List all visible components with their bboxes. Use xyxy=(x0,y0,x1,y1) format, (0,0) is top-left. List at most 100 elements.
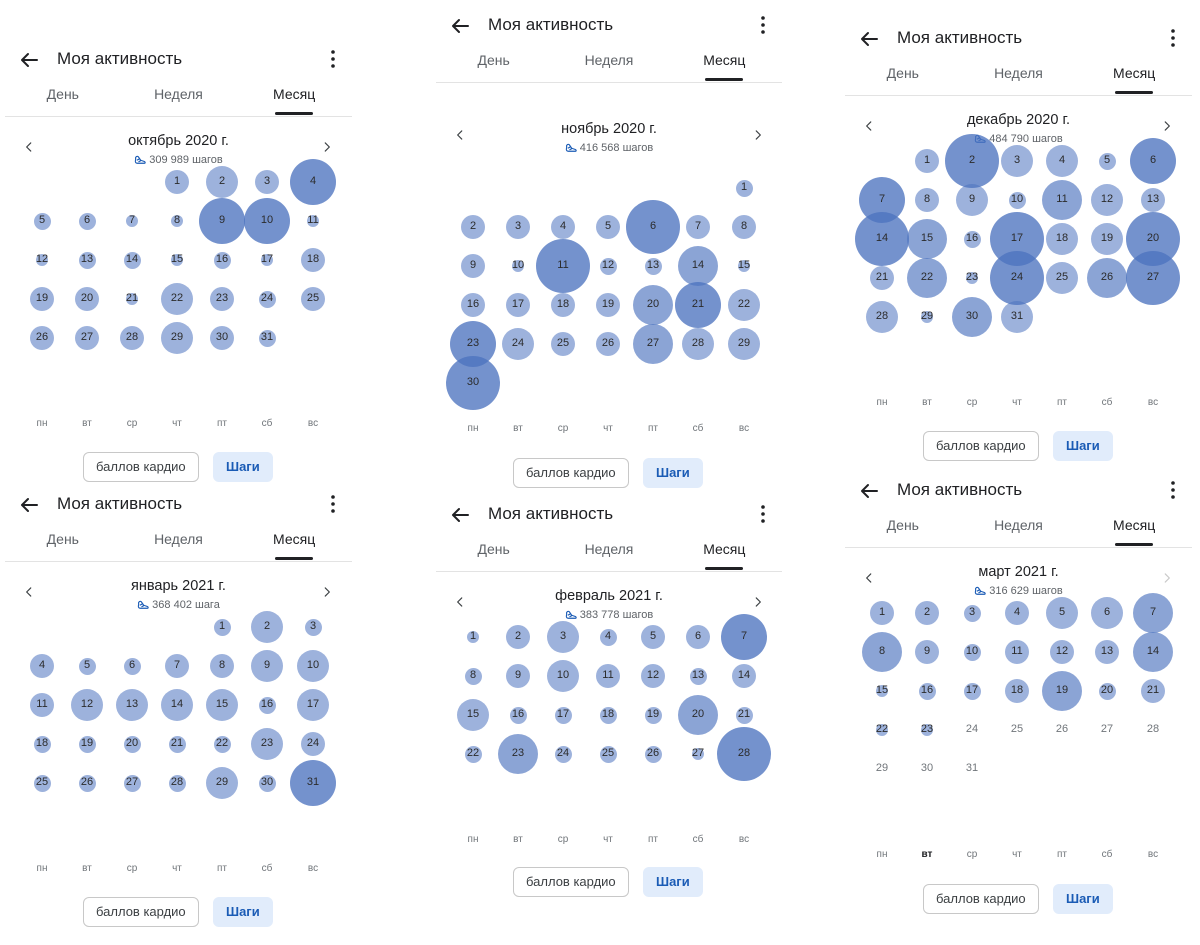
more-options-icon[interactable] xyxy=(330,494,336,514)
day-steps-bubble xyxy=(464,667,482,685)
back-arrow-icon[interactable] xyxy=(857,27,881,51)
day-steps-bubble xyxy=(506,664,530,688)
tab-month[interactable]: Месяц xyxy=(703,541,746,557)
more-options-icon[interactable] xyxy=(760,504,766,524)
tab-month[interactable]: Месяц xyxy=(1113,517,1156,533)
steps-button[interactable]: Шаги xyxy=(1053,884,1113,914)
back-arrow-icon[interactable] xyxy=(17,493,41,517)
day-steps-bubble xyxy=(633,285,673,325)
active-tab-indicator xyxy=(1115,91,1154,94)
back-arrow-icon[interactable] xyxy=(17,48,41,72)
next-month-icon[interactable] xyxy=(320,140,334,154)
day-steps-bubble xyxy=(1126,251,1180,305)
steps-button[interactable]: Шаги xyxy=(1053,431,1113,461)
day-steps-bubble xyxy=(689,667,707,685)
day-steps-bubble xyxy=(678,695,718,735)
tab-week[interactable]: Неделя xyxy=(584,541,634,557)
tab-week[interactable]: Неделя xyxy=(994,65,1043,81)
day-steps-bubble xyxy=(78,657,96,675)
more-options-icon[interactable] xyxy=(1170,28,1176,48)
day-steps-bubble xyxy=(862,632,902,672)
day-steps-bubble xyxy=(30,287,54,311)
tab-week[interactable]: Неделя xyxy=(154,531,203,547)
tab-day[interactable]: День xyxy=(46,86,79,102)
weekday-label: сб xyxy=(1101,849,1113,860)
next-month-icon[interactable] xyxy=(320,585,334,599)
day-steps-bubble xyxy=(1005,601,1029,625)
back-arrow-icon[interactable] xyxy=(448,14,472,38)
more-options-icon[interactable] xyxy=(760,15,766,35)
steps-button[interactable]: Шаги xyxy=(213,452,273,482)
day-steps-bubble xyxy=(512,260,524,272)
day-steps-bubble xyxy=(251,650,283,682)
tab-day[interactable]: День xyxy=(477,52,510,68)
tab-day[interactable]: День xyxy=(46,531,79,547)
day-steps-bubble xyxy=(251,611,283,643)
tab-month[interactable]: Месяц xyxy=(273,86,316,102)
day-steps-bubble xyxy=(644,257,662,275)
activity-panel-february: Моя активность День Неделя Месяц февраль 202… xyxy=(436,495,782,897)
tab-month[interactable]: Месяц xyxy=(273,531,316,547)
more-options-icon[interactable] xyxy=(330,49,336,69)
steps-button[interactable]: Шаги xyxy=(213,897,273,927)
day-steps-bubble xyxy=(870,266,894,290)
cardio-points-button[interactable]: баллов кардио xyxy=(83,897,199,927)
weekday-label: сб xyxy=(692,423,704,434)
cardio-points-button[interactable]: баллов кардио xyxy=(83,452,199,482)
previous-month-icon[interactable] xyxy=(453,595,467,609)
period-tabs: День Неделя Месяц xyxy=(5,531,352,562)
month-steps-total: 309 989 шагов xyxy=(5,154,352,166)
day-steps-bubble xyxy=(213,735,231,753)
previous-month-icon[interactable] xyxy=(22,140,36,154)
previous-month-icon[interactable] xyxy=(453,128,467,142)
previous-month-icon[interactable] xyxy=(862,119,876,133)
day-steps-bubble xyxy=(1042,671,1082,711)
day-steps-bubble xyxy=(728,289,760,321)
active-tab-indicator xyxy=(275,557,314,560)
day-steps-bubble xyxy=(199,198,245,244)
period-tabs: День Неделя Месяц xyxy=(5,86,352,117)
steps-button[interactable]: Шаги xyxy=(643,867,703,897)
steps-total-label: 316 629 шагов xyxy=(989,585,1063,597)
day-steps-bubble xyxy=(855,212,909,266)
tab-month[interactable]: Месяц xyxy=(1113,65,1156,81)
previous-month-icon[interactable] xyxy=(22,585,36,599)
cardio-points-button[interactable]: баллов кардио xyxy=(513,867,629,897)
day-steps-bubble xyxy=(1141,188,1165,212)
month-title: январь 2021 г. xyxy=(131,578,226,594)
weekday-label: ср xyxy=(557,423,569,434)
tab-day[interactable]: День xyxy=(886,517,919,533)
day-steps-bubble xyxy=(915,149,939,173)
day-steps-bubble xyxy=(1001,301,1033,333)
day-steps-bubble xyxy=(498,734,538,774)
tab-week[interactable]: Неделя xyxy=(994,517,1043,533)
day-steps-bubble xyxy=(244,198,290,244)
tab-week[interactable]: Неделя xyxy=(584,52,634,68)
active-tab-indicator xyxy=(705,78,744,81)
steps-button[interactable]: Шаги xyxy=(643,458,703,488)
day-steps-bubble xyxy=(467,631,479,643)
weekday-label: вс xyxy=(738,834,750,845)
day-steps-bubble xyxy=(78,774,96,792)
month-title: декабрь 2020 г. xyxy=(966,112,1071,128)
next-month-icon[interactable] xyxy=(751,595,765,609)
day-number: 24 xyxy=(965,723,979,735)
back-arrow-icon[interactable] xyxy=(857,479,881,503)
page-title: Моя активность xyxy=(57,494,183,513)
day-steps-bubble xyxy=(963,604,981,622)
more-options-icon[interactable] xyxy=(1170,480,1176,500)
next-month-icon[interactable] xyxy=(751,128,765,142)
tab-week[interactable]: Неделя xyxy=(154,86,203,102)
cardio-points-button[interactable]: баллов кардио xyxy=(923,431,1039,461)
day-steps-bubble xyxy=(1095,640,1119,664)
weekday-label: чт xyxy=(603,423,613,434)
cardio-points-button[interactable]: баллов кардио xyxy=(923,884,1039,914)
tab-day[interactable]: День xyxy=(886,65,919,81)
day-steps-bubble xyxy=(596,293,620,317)
next-month-icon[interactable] xyxy=(1160,119,1174,133)
back-arrow-icon[interactable] xyxy=(448,503,472,527)
tab-day[interactable]: День xyxy=(477,541,510,557)
tab-month[interactable]: Месяц xyxy=(703,52,746,68)
previous-month-icon[interactable] xyxy=(862,571,876,585)
cardio-points-button[interactable]: баллов кардио xyxy=(513,458,629,488)
